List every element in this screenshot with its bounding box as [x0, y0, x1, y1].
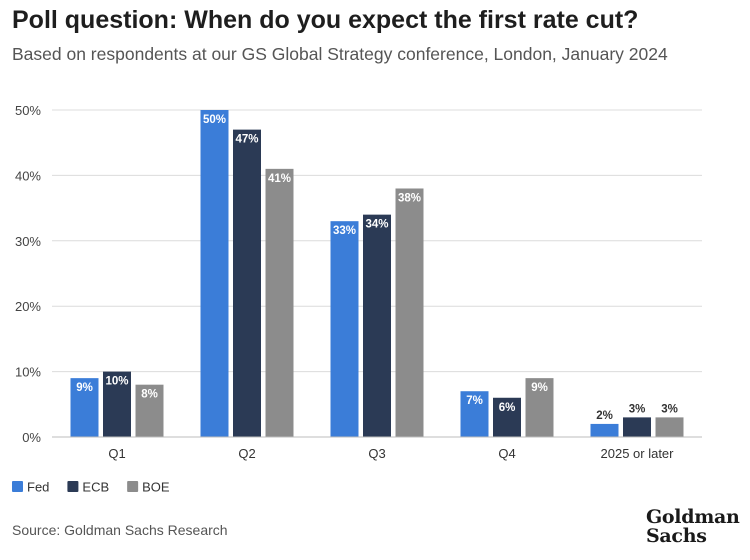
bar-chart: 0% 10% 20% 30% 40% 50% 9% 10% 8% Q1 50% 47% 41% Q2 33%…: [12, 103, 702, 495]
chart-title: Poll question: When do you expect the fi…: [12, 6, 639, 34]
bar: [590, 423, 619, 437]
data-label: 41%: [268, 173, 291, 185]
bar: [70, 378, 99, 437]
data-label: 6%: [499, 402, 516, 414]
legend-swatch: [67, 481, 79, 492]
data-label: 50%: [203, 114, 226, 126]
logo-line-1: Goldman: [646, 506, 740, 528]
legend-label: Fed: [27, 480, 49, 495]
data-label: 8%: [141, 389, 158, 401]
logo-line-2: Sachs: [646, 525, 707, 547]
chart-subtitle: Based on respondents at our GS Global St…: [12, 44, 668, 64]
y-tick-label: 40%: [15, 168, 41, 183]
bar: [493, 397, 521, 437]
bar: [525, 378, 554, 437]
x-tick-label: Q2: [238, 446, 255, 461]
goldman-sachs-logo: Goldman Sachs: [646, 508, 740, 546]
y-tick-label: 10%: [15, 365, 41, 380]
source-note: Source: Goldman Sachs Research: [12, 522, 228, 538]
bar: [623, 417, 651, 437]
x-tick-label: Q4: [498, 446, 515, 461]
data-label: 9%: [76, 382, 93, 394]
data-label: 33%: [333, 225, 356, 237]
legend-label: ECB: [82, 480, 109, 495]
legend-label: BOE: [142, 480, 170, 495]
data-label: 7%: [466, 395, 483, 407]
bar: [233, 129, 261, 437]
y-tick-label: 20%: [15, 299, 41, 314]
data-label: 38%: [398, 192, 421, 204]
data-label: 47%: [235, 134, 258, 146]
data-label: 2%: [596, 410, 613, 422]
data-label: 3%: [629, 403, 646, 415]
y-tick-label: 50%: [15, 103, 41, 118]
bar: [655, 417, 684, 437]
legend-swatch: [12, 481, 23, 492]
data-label: 34%: [365, 219, 388, 231]
data-label: 9%: [531, 382, 548, 394]
x-tick-label: 2025 or later: [601, 446, 675, 461]
legend-swatch: [127, 481, 139, 492]
bar: [363, 214, 391, 437]
bar: [330, 221, 359, 437]
y-tick-label: 0%: [22, 430, 41, 445]
bar: [135, 384, 164, 437]
x-tick-label: Q3: [368, 446, 385, 461]
data-label: 3%: [661, 403, 678, 415]
x-tick-label: Q1: [108, 446, 125, 461]
bar: [265, 168, 294, 438]
data-label: 10%: [105, 376, 128, 388]
bar: [103, 371, 131, 437]
y-tick-label: 30%: [15, 234, 41, 249]
bar: [460, 391, 489, 437]
bar: [200, 110, 229, 437]
bar: [395, 188, 424, 437]
